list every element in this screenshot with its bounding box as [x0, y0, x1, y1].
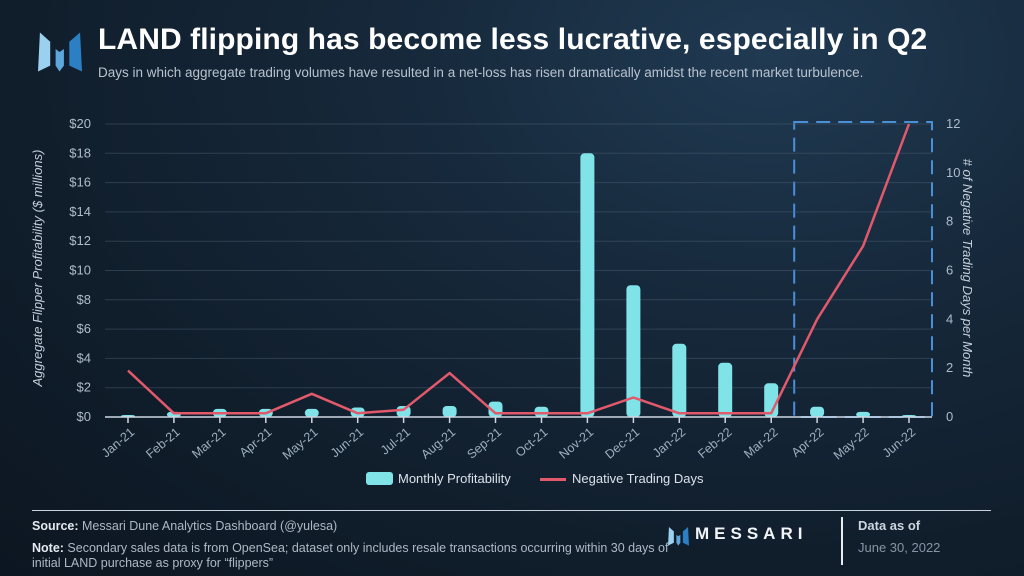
svg-text:$6: $6 [77, 321, 91, 336]
svg-text:$12: $12 [69, 233, 91, 248]
svg-text:4: 4 [946, 311, 953, 326]
svg-text:10: 10 [946, 165, 960, 180]
svg-text:$20: $20 [69, 116, 91, 131]
svg-text:$16: $16 [69, 175, 91, 190]
svg-text:$4: $4 [77, 350, 91, 365]
svg-text:$8: $8 [77, 292, 91, 307]
svg-text:6: 6 [946, 263, 953, 278]
svg-text:$0: $0 [77, 409, 91, 424]
svg-text:8: 8 [946, 214, 953, 229]
svg-text:$14: $14 [69, 204, 91, 219]
svg-text:$2: $2 [77, 380, 91, 395]
svg-text:$10: $10 [69, 263, 91, 278]
svg-text:2: 2 [946, 360, 953, 375]
svg-text:$18: $18 [69, 145, 91, 160]
svg-text:12: 12 [946, 116, 960, 131]
svg-text:0: 0 [946, 409, 953, 424]
